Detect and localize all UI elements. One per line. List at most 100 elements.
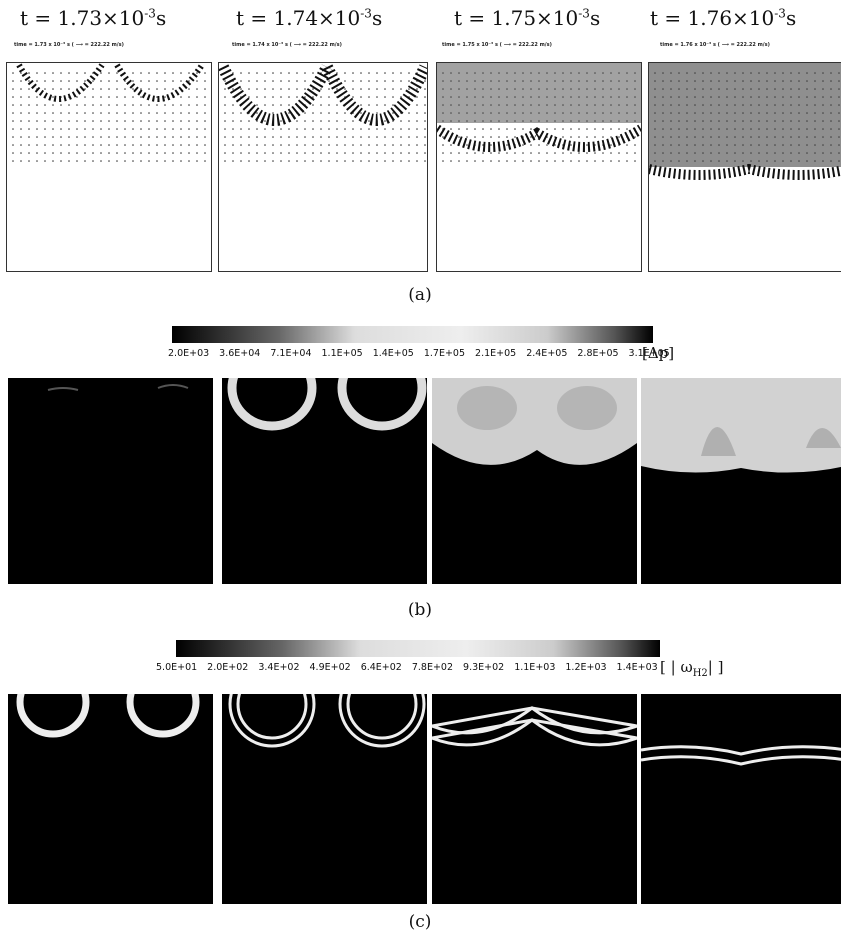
vector-dot	[466, 152, 468, 154]
vector-dot	[164, 128, 166, 130]
vector-dot	[634, 144, 636, 146]
vector-dot	[248, 144, 250, 146]
vector-dot	[264, 144, 266, 146]
vector-dot	[28, 136, 30, 138]
vector-dot	[586, 152, 588, 154]
vector-dot	[12, 144, 14, 146]
vector-dot	[204, 112, 206, 114]
vector-dot	[240, 72, 242, 74]
pressure-colorbar	[172, 326, 653, 343]
vector-dot	[132, 128, 134, 130]
vector-dot	[360, 80, 362, 82]
vector-dot	[312, 144, 314, 146]
vector-dot	[68, 152, 70, 154]
vector-dot	[466, 136, 468, 138]
vector-dot	[280, 152, 282, 154]
vector-dot	[312, 152, 314, 154]
vector-band	[437, 63, 641, 123]
vector-dot	[232, 136, 234, 138]
vector-dot	[288, 144, 290, 146]
vector-dot	[248, 96, 250, 98]
vector-dot	[188, 112, 190, 114]
vector-dot	[204, 72, 206, 74]
vector-dot	[352, 144, 354, 146]
vector-dot	[60, 160, 62, 162]
vector-dot	[272, 72, 274, 74]
vector-dot	[76, 104, 78, 106]
grid-dots	[12, 72, 206, 162]
vector-dot	[36, 104, 38, 106]
vector-dot	[578, 128, 580, 130]
vector-dot	[458, 136, 460, 138]
vector-dot	[344, 72, 346, 74]
vector-dot	[384, 136, 386, 138]
vector-dot	[360, 144, 362, 146]
vector-dot	[204, 160, 206, 162]
vector-dot	[384, 120, 386, 122]
vector-dot	[204, 152, 206, 154]
vector-band	[649, 63, 841, 167]
vector-dot	[376, 136, 378, 138]
vector-dot	[424, 136, 426, 138]
vector-dot	[360, 96, 362, 98]
vector-dot	[328, 128, 330, 130]
vector-dot	[368, 160, 370, 162]
vector-dot	[312, 128, 314, 130]
vector-dot	[400, 136, 402, 138]
vector-dot	[392, 128, 394, 130]
vector-dot	[416, 88, 418, 90]
vector-dot	[264, 72, 266, 74]
vector-dot	[546, 144, 548, 146]
vector-dot	[20, 128, 22, 130]
vector-dot	[124, 144, 126, 146]
vector-dot	[416, 160, 418, 162]
vector-dot	[336, 112, 338, 114]
vector-dot	[156, 72, 158, 74]
vector-dot	[400, 88, 402, 90]
vector-dot	[522, 144, 524, 146]
vector-dot	[498, 128, 500, 130]
vector-dot	[172, 136, 174, 138]
pressure-trace	[157, 384, 189, 389]
vector-dot	[36, 128, 38, 130]
vector-dot	[336, 104, 338, 106]
vector-dot	[84, 152, 86, 154]
vector-dot	[248, 128, 250, 130]
vector-dot	[466, 128, 468, 130]
vector-dot	[352, 120, 354, 122]
vector-dot	[196, 88, 198, 90]
vector-dot	[562, 152, 564, 154]
vector-dot	[164, 160, 166, 162]
vector-dot	[408, 88, 410, 90]
h2-rate-field-3-svg	[432, 706, 637, 747]
vector-dot	[618, 136, 620, 138]
vector-dot	[156, 160, 158, 162]
vector-dot	[570, 128, 572, 130]
vector-dot	[578, 136, 580, 138]
vector-dot	[272, 104, 274, 106]
vector-dot	[368, 88, 370, 90]
vector-dot	[164, 72, 166, 74]
vector-dot	[124, 160, 126, 162]
vector-dot	[352, 128, 354, 130]
pressure-colorbar-ticks: 2.0E+03 3.6E+04 7.1E+04 1.1E+05 1.4E+05 1.7E+…	[168, 348, 670, 359]
vector-dot	[52, 152, 54, 154]
vector-dot	[562, 160, 564, 162]
vector-dot	[12, 128, 14, 130]
vector-dot	[28, 112, 30, 114]
vector-dot	[172, 72, 174, 74]
vector-dot	[28, 104, 30, 106]
vector-dot	[248, 160, 250, 162]
vector-dot	[594, 136, 596, 138]
vector-dot	[392, 152, 394, 154]
vector-dot	[272, 152, 274, 154]
vector-dot	[530, 144, 532, 146]
vector-dot	[60, 120, 62, 122]
vector-dot	[360, 88, 362, 90]
vector-dot	[368, 80, 370, 82]
vector-dot	[296, 144, 298, 146]
vector-dot	[164, 144, 166, 146]
vector-dot	[108, 120, 110, 122]
vector-dot	[52, 80, 54, 82]
vector-dot	[172, 120, 174, 122]
